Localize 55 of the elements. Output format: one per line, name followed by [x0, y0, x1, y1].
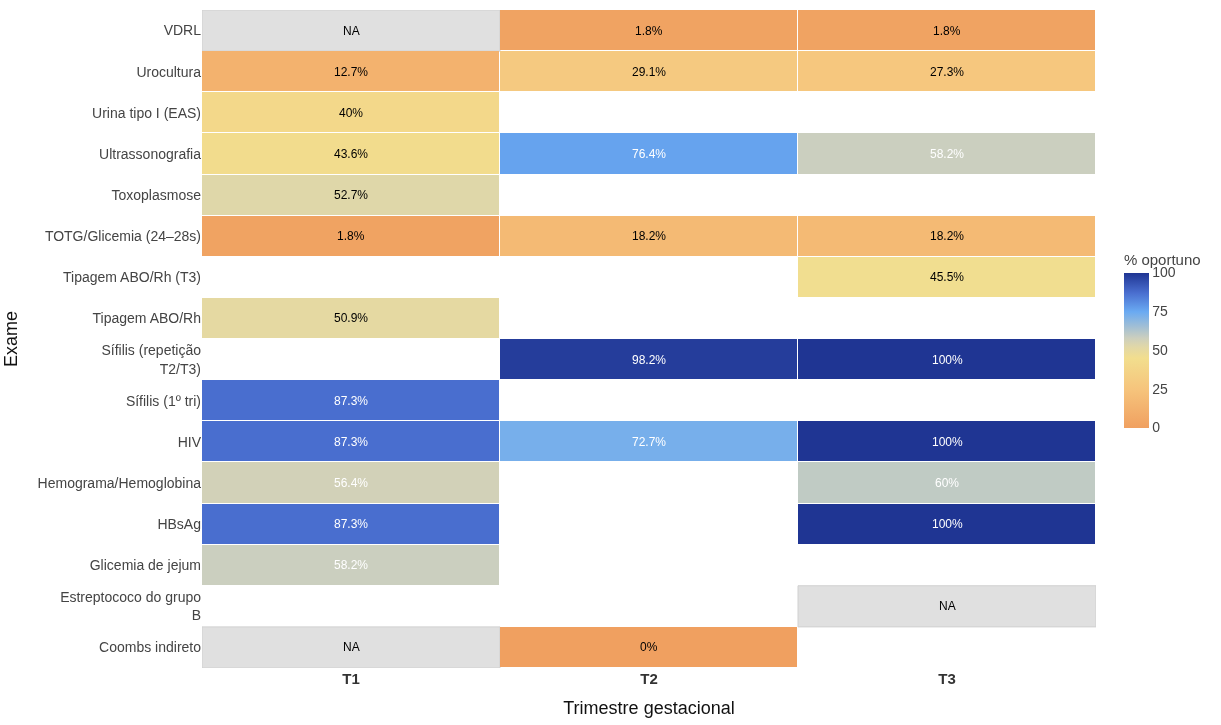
- data-label: 0%: [640, 640, 658, 654]
- x-tick-label: T1: [342, 670, 360, 687]
- color-bar-label: 50: [1152, 341, 1169, 358]
- data-label: 18.2%: [632, 229, 667, 243]
- data-label: 87.3%: [334, 435, 369, 449]
- data-label: 29.1%: [632, 65, 667, 79]
- data-label: 98.2%: [632, 353, 667, 367]
- data-label: 50.9%: [334, 311, 369, 325]
- data-label: 12.7%: [334, 65, 369, 79]
- data-label: 100%: [932, 353, 964, 367]
- data-label: 100%: [932, 517, 964, 531]
- data-label: 87.3%: [334, 394, 369, 408]
- text: NA: [343, 640, 360, 654]
- data-label: 58.2%: [334, 558, 369, 572]
- data-label: 18.2%: [930, 229, 965, 243]
- y-axis-title: Exame: [0, 310, 21, 368]
- data-label: 87.3%: [334, 517, 369, 531]
- x-axis-title: Trimestre gestacional: [563, 698, 735, 719]
- data-label: 72.7%: [632, 435, 667, 449]
- color-bar-label: 75: [1152, 303, 1169, 320]
- y-tick-label: Urocultura: [136, 63, 202, 80]
- data-label: 40%: [339, 106, 364, 120]
- y-tick-label: VDRL: [163, 22, 202, 39]
- y-tick-label: Tipagem ABO/Rh: [92, 310, 201, 327]
- y-tick-label: Tipagem ABO/Rh (T3): [63, 269, 201, 286]
- data-label: 56.4%: [334, 476, 369, 490]
- y-tick-label: Toxoplasmose: [111, 186, 202, 203]
- data-label: 1.8%: [337, 229, 365, 243]
- y-tick-label: Urina tipo I (EAS): [92, 104, 201, 121]
- data-label: 76.4%: [632, 147, 667, 161]
- data-label: 45.5%: [930, 270, 965, 284]
- data-label: 1.8%: [933, 24, 961, 38]
- text: NA: [939, 599, 956, 613]
- data-label: 52.7%: [334, 188, 369, 202]
- data-label: 27.3%: [930, 65, 965, 79]
- y-tick-label: Sífilis (repetição T2/T3): [101, 342, 202, 377]
- y-tick-label: Sífilis (1º tri): [125, 392, 201, 409]
- data-label: 100%: [932, 435, 964, 449]
- x-tick-label: T2: [640, 670, 658, 687]
- y-tick-label: Ultrassonografia: [99, 145, 202, 162]
- x-tick-label: T3: [938, 670, 956, 687]
- y-tick-label: Estreptococo do grupo B: [60, 589, 202, 624]
- data-label: 1.8%: [635, 24, 663, 38]
- color-bar-label: 0: [1152, 419, 1161, 436]
- y-tick-label: Glicemia de jejum: [89, 557, 201, 574]
- y-tick-label: TOTG/Glicemia (24–28s): [44, 228, 201, 245]
- data-label: 58.2%: [930, 147, 965, 161]
- y-tick-label: Hemograma/Hemoglobina: [37, 474, 202, 491]
- y-tick-label: Coombs indireto: [99, 639, 202, 656]
- text: NA: [343, 24, 360, 38]
- color-bar-label: 25: [1152, 380, 1169, 397]
- data-label: 60%: [935, 476, 960, 490]
- y-tick-label: HBsAg: [157, 515, 201, 532]
- data-label: 43.6%: [334, 147, 369, 161]
- y-tick-label: HIV: [177, 433, 202, 450]
